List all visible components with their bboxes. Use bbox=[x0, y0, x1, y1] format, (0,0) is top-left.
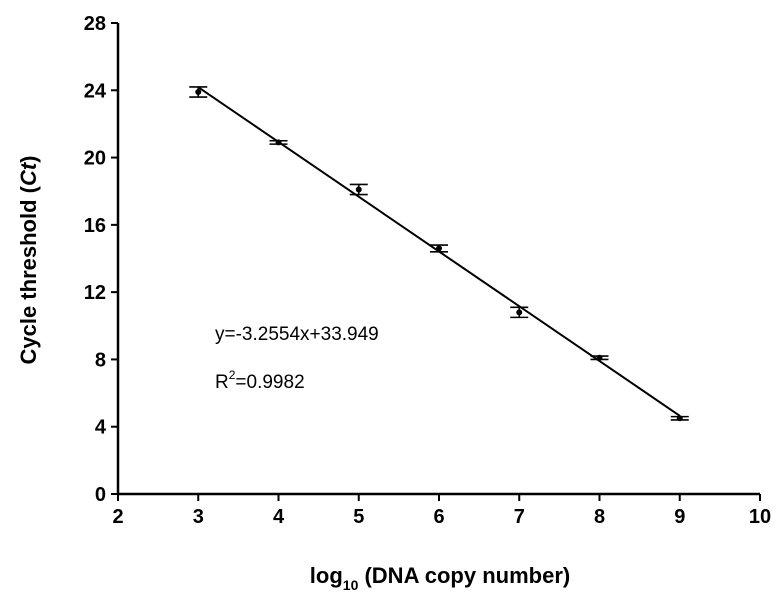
r-squared-annotation: R2=0.9982 bbox=[215, 368, 305, 393]
x-tick-label: 4 bbox=[273, 506, 285, 528]
data-point bbox=[596, 354, 603, 361]
data-point bbox=[676, 415, 683, 422]
y-tick-label: 28 bbox=[84, 13, 106, 35]
x-tick-label: 3 bbox=[193, 506, 204, 528]
data-points bbox=[189, 86, 689, 422]
data-point bbox=[355, 186, 362, 193]
x-tick-label: 7 bbox=[514, 506, 525, 528]
y-tick-label: 0 bbox=[95, 484, 106, 506]
x-tick-label: 5 bbox=[353, 506, 364, 528]
x-tick-label: 9 bbox=[674, 506, 685, 528]
y-ticks: 0 4 8 12 16 20 24 28 bbox=[84, 13, 118, 506]
y-tick-label: 16 bbox=[84, 215, 106, 237]
data-point bbox=[516, 309, 523, 316]
y-tick-label: 24 bbox=[84, 80, 107, 102]
data-point bbox=[275, 139, 282, 146]
y-axis-title-end: ) bbox=[16, 155, 41, 162]
axes bbox=[116, 23, 760, 496]
x-axis-title-subscript: 10 bbox=[343, 577, 359, 592]
equation-annotation: y=-3.2554x+33.949 bbox=[215, 324, 379, 345]
y-tick-label: 8 bbox=[95, 349, 106, 371]
x-tick-label: 8 bbox=[594, 506, 605, 528]
y-tick-label: 12 bbox=[84, 282, 106, 304]
r-squared-value: =0.9982 bbox=[235, 372, 304, 393]
y-tick-label: 20 bbox=[84, 148, 106, 170]
x-tick-label: 10 bbox=[749, 506, 771, 528]
y-axis-title-main: Cycle threshold ( bbox=[16, 185, 41, 364]
data-point bbox=[195, 88, 202, 95]
r-squared-prefix: R bbox=[215, 372, 229, 393]
x-ticks: 2 3 4 5 6 7 8 9 10 bbox=[112, 494, 771, 528]
r-squared-superscript: 2 bbox=[229, 368, 236, 382]
x-tick-label: 6 bbox=[433, 506, 444, 528]
x-tick-label: 2 bbox=[112, 506, 123, 528]
y-axis-title: Cycle threshold (Ct) bbox=[16, 155, 41, 364]
x-axis-title-main: log bbox=[310, 563, 343, 588]
x-axis-title: log10 (DNA copy number) bbox=[310, 563, 570, 592]
y-tick-label: 4 bbox=[95, 417, 107, 439]
x-axis-title-rest: (DNA copy number) bbox=[358, 563, 570, 588]
data-point bbox=[436, 245, 442, 252]
y-axis-title-italic: Ct bbox=[16, 161, 41, 186]
